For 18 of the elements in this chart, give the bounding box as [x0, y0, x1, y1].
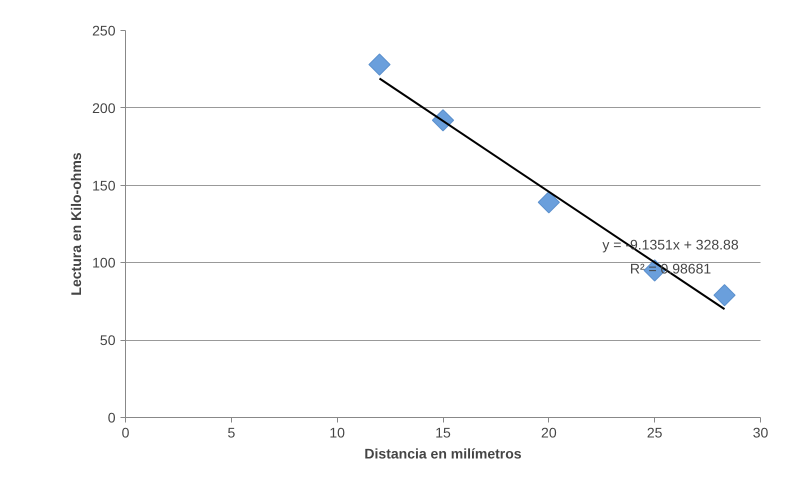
x-tick-label: 20: [541, 424, 557, 440]
point: [538, 191, 560, 214]
x-tick-label: 5: [227, 424, 236, 440]
y-tick-label: 200: [92, 100, 116, 116]
x-tick-label: 0: [122, 424, 130, 440]
x-tick-label: 30: [752, 424, 768, 440]
y-tick-label: 100: [92, 254, 116, 271]
point: [713, 284, 736, 306]
y-axis-title: Lectura en Kilo-ohms: [68, 152, 84, 296]
x-tick-label: 10: [329, 424, 346, 440]
point: [368, 53, 391, 76]
y-tick-label: 0: [108, 410, 116, 426]
x-tick-label: 15: [435, 424, 451, 440]
y-tick-label: 250: [92, 22, 116, 38]
x-tick-label: 25: [646, 424, 663, 440]
x-axis-title: Distancia en milímetros: [364, 446, 522, 462]
y-tick-label: 50: [100, 332, 116, 348]
y-tick-label: 150: [92, 177, 116, 194]
